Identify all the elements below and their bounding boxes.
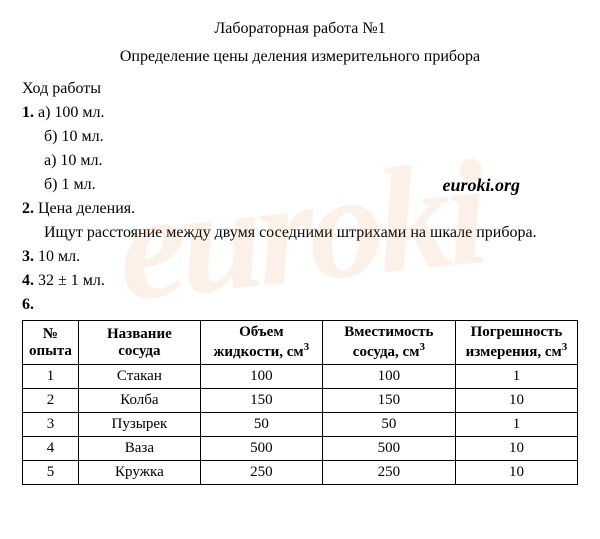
item-3-text: 10 мл.: [38, 248, 80, 265]
item-6-num: 6.: [22, 296, 34, 313]
col-num: № опыта: [23, 321, 79, 365]
table-row: 5Кружка25025010: [23, 461, 578, 485]
item-4: 4. 32 ± 1 мл.: [22, 272, 578, 290]
col-capacity: Вместимость сосуда, см3: [322, 321, 455, 365]
item-6: 6.: [22, 296, 578, 314]
table-cell: 100: [200, 365, 322, 389]
table-cell: 4: [23, 437, 79, 461]
item-2-desc: Ищут расстояние между двумя соседними шт…: [22, 224, 578, 242]
col-error: Погрешность измерения, см3: [455, 321, 577, 365]
lab-title: Лабораторная работа №1: [22, 20, 578, 38]
table-cell: 150: [322, 389, 455, 413]
item-2: 2. Цена деления.: [22, 200, 578, 218]
table-row: 1Стакан1001001: [23, 365, 578, 389]
table-cell: 1: [23, 365, 79, 389]
table-cell: 10: [455, 437, 577, 461]
table-cell: 5: [23, 461, 79, 485]
table-cell: 250: [200, 461, 322, 485]
table-cell: 500: [200, 437, 322, 461]
table-cell: 100: [322, 365, 455, 389]
table-cell: 50: [200, 413, 322, 437]
table-cell: 50: [322, 413, 455, 437]
item-4-text: 32 ± 1 мл.: [38, 272, 105, 289]
item-3-num: 3.: [22, 248, 34, 265]
table-cell: Пузырек: [78, 413, 200, 437]
item-1-a2: а) 10 мл.: [22, 152, 578, 170]
item-3: 3. 10 мл.: [22, 248, 578, 266]
table-cell: 500: [322, 437, 455, 461]
table-cell: Стакан: [78, 365, 200, 389]
section-heading: Ход работы: [22, 80, 578, 98]
item-1: 1. а) 100 мл.: [22, 104, 578, 122]
table-cell: Ваза: [78, 437, 200, 461]
table-cell: 10: [455, 389, 577, 413]
table-cell: 1: [455, 413, 577, 437]
item-1-b1: б) 10 мл.: [22, 128, 578, 146]
col-volume: Объем жидкости, см3: [200, 321, 322, 365]
table-cell: 2: [23, 389, 79, 413]
table-row: 2Колба15015010: [23, 389, 578, 413]
table-cell: 3: [23, 413, 79, 437]
item-2-num: 2.: [22, 200, 34, 217]
table-cell: Кружка: [78, 461, 200, 485]
item-1-num: 1.: [22, 104, 34, 121]
results-table: № опыта Название сосуда Объем жидкости, …: [22, 320, 578, 485]
table-cell: 250: [322, 461, 455, 485]
item-4-num: 4.: [22, 272, 34, 289]
table-header-row: № опыта Название сосуда Объем жидкости, …: [23, 321, 578, 365]
item-2-label: Цена деления.: [38, 200, 135, 217]
table-row: 3Пузырек50501: [23, 413, 578, 437]
table-row: 4Ваза50050010: [23, 437, 578, 461]
table-cell: Колба: [78, 389, 200, 413]
item-1-a1: а) 100 мл.: [38, 104, 105, 121]
lab-subtitle: Определение цены деления измерительного …: [22, 48, 578, 66]
brand-label: euroki.org: [442, 175, 520, 196]
col-name: Название сосуда: [78, 321, 200, 365]
table-cell: 1: [455, 365, 577, 389]
table-cell: 150: [200, 389, 322, 413]
table-cell: 10: [455, 461, 577, 485]
